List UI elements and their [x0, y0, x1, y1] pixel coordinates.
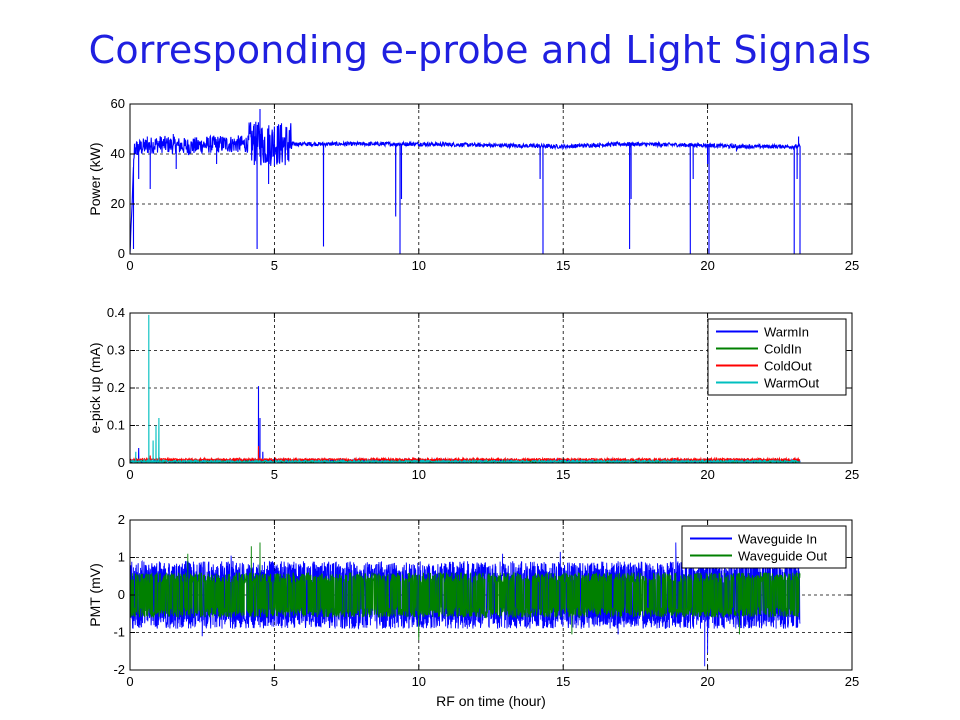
data-group: [130, 108, 801, 254]
x-tick-label: 25: [845, 258, 859, 273]
y-tick-label: 0.1: [107, 418, 125, 433]
legend-label: Waveguide Out: [738, 549, 828, 564]
x-tick-label: 5: [271, 467, 278, 482]
x-tick-label: 20: [700, 467, 714, 482]
x-tick-label: 25: [845, 467, 859, 482]
y-tick-label: 0.4: [107, 305, 125, 320]
x-tick-label: 0: [126, 674, 133, 689]
x-tick-label: 15: [556, 467, 570, 482]
plot-area: [130, 104, 852, 254]
y-axis-label: e-pick up (mA): [87, 342, 103, 433]
x-tick-label: 10: [412, 674, 426, 689]
data-group: [130, 314, 801, 463]
y-tick-label: 40: [111, 146, 125, 161]
y-tick-label: 2: [118, 512, 125, 527]
y-tick-label: -2: [113, 662, 125, 677]
legend-label: Waveguide In: [738, 532, 817, 547]
legend-label: WarmIn: [764, 325, 809, 340]
pmt-panel: 0 5 10 15 20 25 -2 -1 0 1 2 PMT (mV) RF on time (hou…: [87, 512, 859, 709]
x-tick-label: 0: [126, 467, 133, 482]
x-tick-label: 25: [845, 674, 859, 689]
y-tick-label: 60: [111, 96, 125, 111]
series-line-power: [130, 108, 801, 254]
axes-frame: [129, 103, 853, 255]
legend-label: WarmOut: [764, 376, 820, 391]
y-tick-label: 0: [118, 246, 125, 261]
y-tick-label: -1: [113, 625, 125, 640]
x-tick-label: 15: [556, 258, 570, 273]
y-tick-label: 20: [111, 196, 125, 211]
y-tick-label: 0: [118, 455, 125, 470]
series-line-waveguide-out: [130, 542, 801, 641]
x-tick-label: 15: [556, 674, 570, 689]
x-tick-label: 20: [700, 258, 714, 273]
y-tick-label: 1: [118, 550, 125, 565]
x-tick-label: 5: [271, 258, 278, 273]
x-tick-label: 10: [412, 258, 426, 273]
epickup-panel: 0 5 10 15 20 25 0 0.1 0.2 0.3 0.4 e-pick up (mA) War…: [87, 305, 859, 482]
series-line-warmout: [130, 314, 801, 463]
x-axis-label: RF on time (hour): [436, 693, 546, 709]
legend-box: [681, 525, 847, 569]
y-axis-label: PMT (mV): [87, 563, 103, 627]
x-tick-label: 10: [412, 467, 426, 482]
power-panel: 0 5 10 15 20 25 0 20 40 60 Power (kW): [87, 96, 859, 273]
y-axis-label: Power (kW): [87, 142, 103, 215]
slide-title: Corresponding e-probe and Light Signals: [88, 28, 872, 72]
legend-label: ColdOut: [764, 359, 812, 374]
x-tick-label: 5: [271, 674, 278, 689]
y-tick-label: 0: [118, 587, 125, 602]
legend-label: ColdIn: [764, 342, 802, 357]
x-tick-label: 20: [700, 674, 714, 689]
y-tick-label: 0.3: [107, 343, 125, 358]
data-group: [130, 542, 801, 667]
y-tick-label: 0.2: [107, 380, 125, 395]
x-tick-label: 0: [126, 258, 133, 273]
